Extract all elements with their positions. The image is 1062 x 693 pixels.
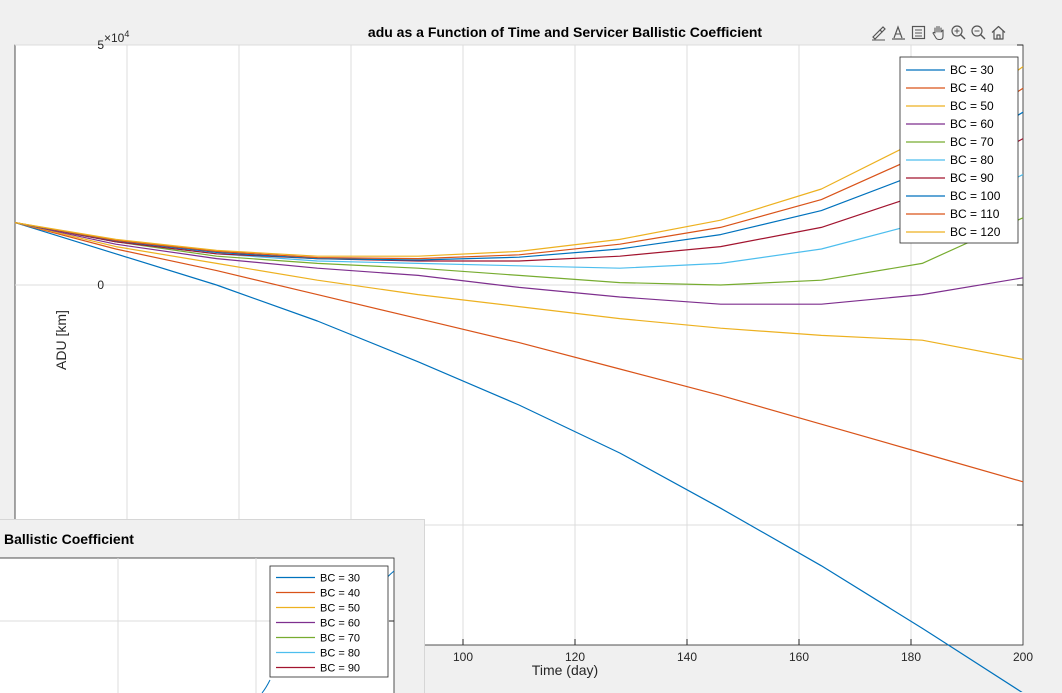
series-line-bc-110 [14,87,1024,260]
pan-hand-icon[interactable] [930,24,947,41]
legend-entry[interactable]: BC = 60 [950,117,994,131]
series-line-bc-70 [14,217,1024,286]
legend-box [269,565,389,678]
legend-entry[interactable]: BC = 50 [320,603,360,615]
legend-entry[interactable]: BC = 40 [950,81,994,95]
x-tick-label: 200 [1013,650,1033,664]
home-icon[interactable] [990,24,1007,41]
y-exponent-power: 4 [124,29,129,39]
y-tick-label: 0 [97,278,104,292]
legend-entry[interactable]: BC = 50 [950,99,994,113]
y-exponent-base: ×10 [104,31,125,45]
legend-entry[interactable]: BC = 30 [320,573,360,585]
legend-entry[interactable]: BC = 40 [320,588,360,600]
overlay-chart-title: Ballistic Coefficient [4,531,134,547]
x-tick-label: 100 [453,650,473,664]
series-line-bc-60 [14,222,1024,305]
x-tick-label: 140 [677,650,697,664]
brush-icon[interactable] [870,24,887,41]
legend-entry[interactable]: BC = 90 [950,171,994,185]
x-tick-label: 180 [901,650,921,664]
legend-entry[interactable]: BC = 70 [320,633,360,645]
y-tick-label: 5 [97,38,104,52]
legend-entry[interactable]: BC = 90 [320,663,360,675]
series-line-bc-40 [14,222,1024,483]
chart-title: adu as a Function of Time and Servicer B… [368,24,763,40]
x-tick-label: 160 [789,650,809,664]
overlay-legend[interactable]: BC = 30 BC = 40 BC = 50 BC = 60 BC = 70 BC = … [269,565,389,678]
data-tip-icon[interactable] [890,24,907,41]
zoom-in-icon[interactable] [950,24,967,41]
legend[interactable]: BC = 30 BC = 40 BC = 50 BC = 60 BC = 70 BC = … [899,56,1019,244]
legend-entry[interactable]: BC = 110 [950,207,1000,221]
series-line-bc-90 [14,138,1024,262]
series-line-bc-100 [14,111,1024,261]
x-axis-label: Time (day) [532,662,598,678]
overlay-figure-window[interactable]: Ballistic Coefficient BC = 30 BC = 40 BC =… [0,519,425,693]
x-tick-label: 120 [565,650,585,664]
legend-entry[interactable]: BC = 70 [950,135,994,149]
legend-entry[interactable]: BC = 100 [950,189,1001,203]
series-line-bc-30 [14,222,1023,692]
legend-entry[interactable]: BC = 80 [320,648,360,660]
series-lines [14,66,1024,692]
legend-entry[interactable]: BC = 30 [950,63,994,77]
legend-entry[interactable]: BC = 60 [320,618,360,630]
y-axis-label: ADU [km] [53,310,69,370]
series-line-bc-120 [14,66,1024,257]
legend-entry[interactable]: BC = 80 [950,153,994,167]
series-line-bc-50 [14,222,1024,360]
zoom-out-icon[interactable] [970,24,987,41]
x-tick-labels: 80100120140160180200 [344,650,1033,664]
legend-entry[interactable]: BC = 120 [950,225,1001,239]
y-axis-exponent: ×104 [104,29,129,45]
axes-toolbar [870,22,1007,42]
legend-icon[interactable] [910,24,927,41]
